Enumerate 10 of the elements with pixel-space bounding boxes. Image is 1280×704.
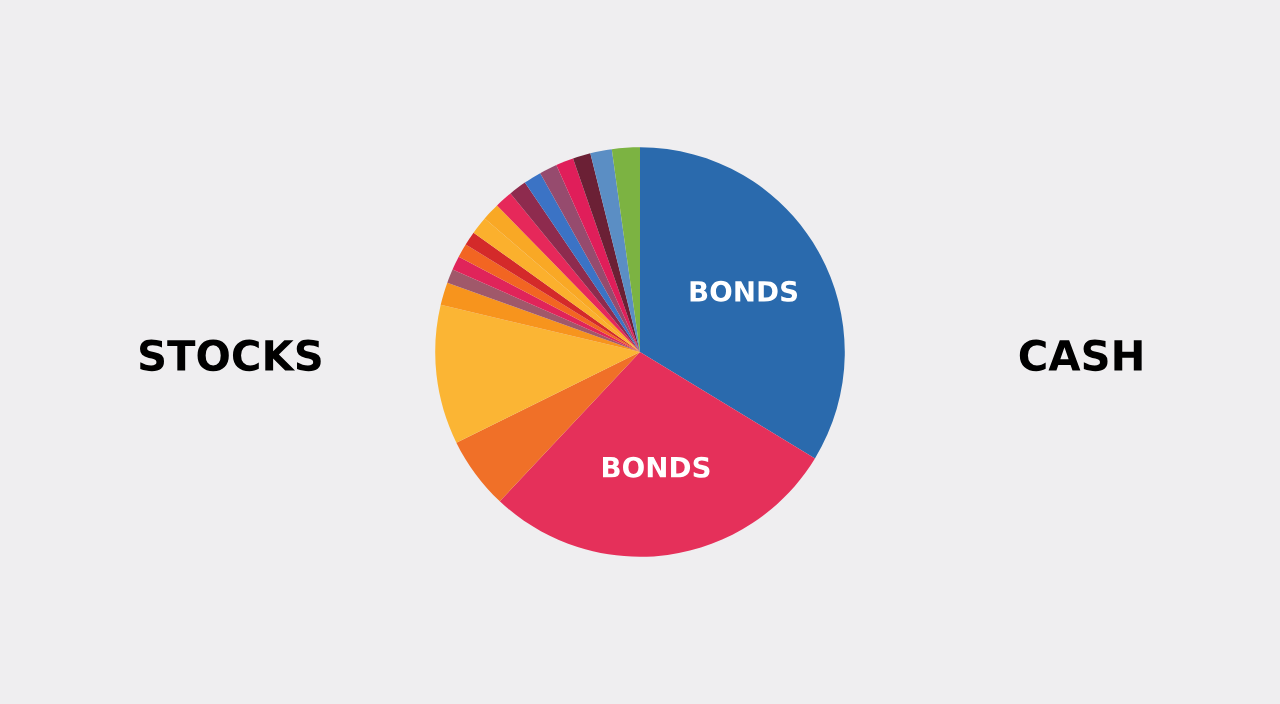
pie-slice (447, 269, 640, 352)
pie-slice (440, 282, 640, 352)
pie-slice (556, 158, 640, 352)
text: CASH (1019, 339, 1142, 372)
text: STOCKS (140, 339, 321, 372)
pie-slice (573, 153, 640, 352)
pie-slice (590, 149, 640, 352)
slice-label: BONDS (690, 280, 798, 302)
pie-slice (611, 147, 640, 352)
slice-label: BONDS (603, 456, 710, 478)
